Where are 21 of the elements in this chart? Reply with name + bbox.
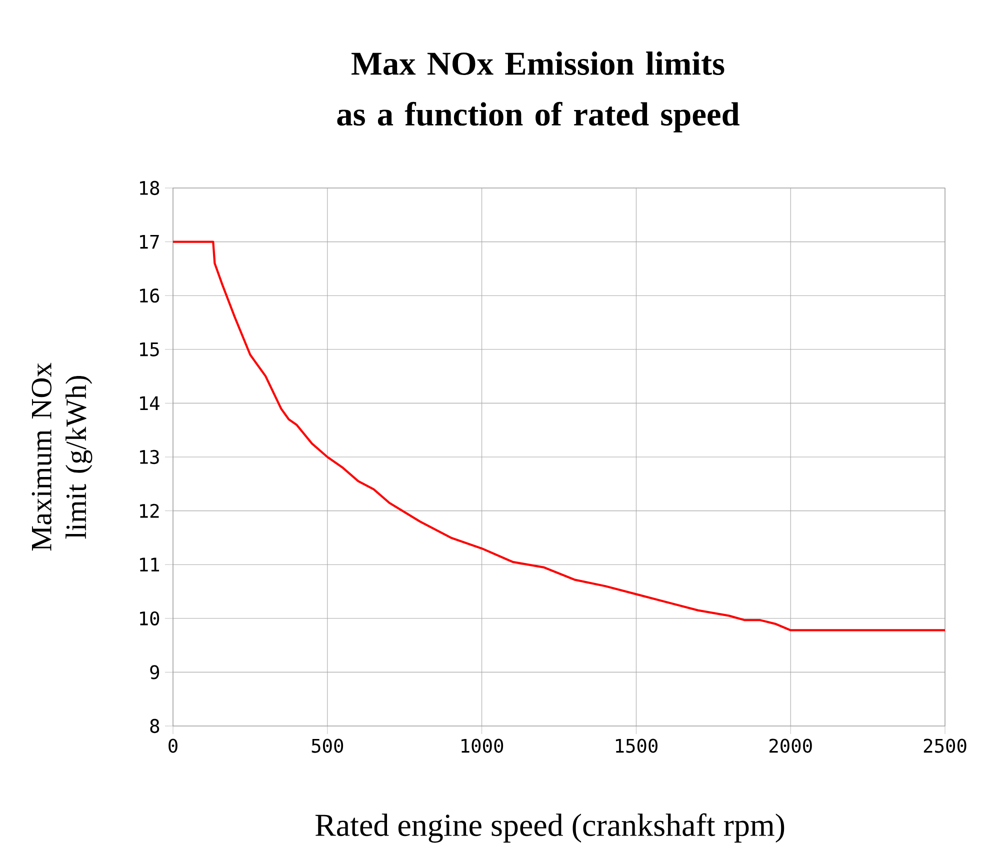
x-tick-label: 1000: [462, 738, 504, 753]
y-tick-label: 12: [140, 504, 159, 518]
y-tick-label: 11: [140, 558, 160, 572]
line-series: [173, 240, 946, 632]
x-tick-label: 2500: [924, 738, 966, 753]
x-tick-label: 500: [312, 738, 344, 753]
y-tick-label: 14: [140, 396, 160, 410]
y-tick-label: 15: [140, 342, 159, 356]
y-tick-label: 16: [140, 288, 160, 303]
y-tick-label: 13: [140, 450, 159, 464]
y-tick-label: 10: [140, 611, 160, 626]
x-tick-label: 1500: [616, 738, 658, 753]
y-tick-label: 9: [150, 665, 160, 680]
x-tick-label: 2000: [770, 738, 812, 753]
y-tick-label: 18: [140, 180, 160, 196]
y-tick-label: 8: [150, 718, 160, 734]
x-tick-label: 0: [168, 738, 178, 753]
chart-title: Max NOx Emission limits as a function of rated speed: [337, 52, 740, 132]
y-axis-title: Maximum NOx limit (g/kWh): [32, 362, 92, 551]
x-axis-title: Rated engine speed (crankshaft rpm): [315, 813, 784, 843]
y-tick-label: 17: [140, 234, 159, 249]
